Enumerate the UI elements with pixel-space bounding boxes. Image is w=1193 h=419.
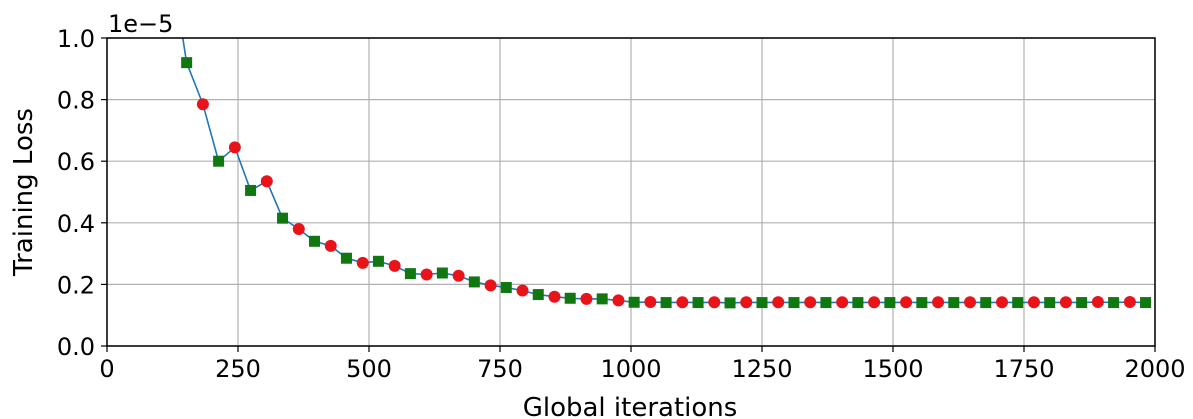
data-point-circle xyxy=(612,294,625,307)
data-point-circle xyxy=(228,141,241,154)
data-point-circle xyxy=(516,284,529,297)
x-tick-label: 0 xyxy=(99,355,114,383)
data-point-square xyxy=(852,297,864,309)
data-point-square xyxy=(436,267,448,279)
data-point-circle xyxy=(804,296,817,309)
data-point-circle xyxy=(1059,296,1072,309)
data-point-circle xyxy=(388,259,401,272)
data-point-circle xyxy=(580,292,593,305)
data-point-circle xyxy=(1091,295,1104,308)
data-point-square xyxy=(628,296,640,308)
data-point-circle xyxy=(740,296,753,309)
data-point-square xyxy=(468,276,480,288)
x-tick-label: 1500 xyxy=(862,355,923,383)
data-point-square xyxy=(884,297,896,309)
y-tick-label: 0.6 xyxy=(57,148,95,176)
data-point-square xyxy=(181,57,193,69)
data-point-circle xyxy=(1123,295,1136,308)
data-point-square xyxy=(820,297,832,309)
data-point-circle xyxy=(548,290,561,303)
series-line xyxy=(181,38,1146,304)
data-point-circle xyxy=(995,296,1008,309)
data-point-circle xyxy=(292,222,305,235)
data-point-circle xyxy=(772,296,785,309)
data-point-circle xyxy=(196,98,209,111)
data-point-circle xyxy=(260,175,273,188)
data-point-square xyxy=(1140,297,1152,309)
data-point-square xyxy=(692,297,704,309)
y-axis-offset-text: 1e−5 xyxy=(108,10,173,38)
data-point-circle xyxy=(356,256,369,269)
y-tick-label: 0.8 xyxy=(57,87,95,115)
data-point-circle xyxy=(452,269,465,282)
data-point-square xyxy=(1012,297,1024,309)
x-tick-label: 750 xyxy=(477,355,523,383)
data-point-circle xyxy=(708,296,721,309)
data-point-circle xyxy=(324,239,337,252)
data-point-circle xyxy=(420,268,433,281)
data-point-square xyxy=(277,212,289,224)
y-axis-ticks: 0.0 0.2 0.4 0.6 0.8 1.0 xyxy=(57,25,107,361)
data-point-square xyxy=(1044,297,1056,309)
data-point-square xyxy=(948,297,960,309)
x-tick-label: 250 xyxy=(215,355,261,383)
x-tick-label: 1000 xyxy=(600,355,661,383)
data-point-circle xyxy=(932,296,945,309)
data-point-square xyxy=(564,292,576,304)
data-point-square xyxy=(532,289,544,301)
data-point-square xyxy=(660,297,672,309)
data-point-square xyxy=(309,235,321,247)
y-tick-label: 1.0 xyxy=(57,25,95,53)
x-axis-label: Global iterations xyxy=(523,393,738,419)
data-point-square xyxy=(980,297,992,309)
data-point-circle xyxy=(644,295,657,308)
data-point-square xyxy=(596,293,608,305)
data-point-square xyxy=(404,268,416,280)
data-point-circle xyxy=(836,296,849,309)
y-axis-label: Training Loss xyxy=(9,108,39,277)
y-tick-label: 0.0 xyxy=(57,333,95,361)
data-point-circle xyxy=(964,296,977,309)
data-point-circle xyxy=(868,296,881,309)
y-tick-label: 0.2 xyxy=(57,271,95,299)
data-point-square xyxy=(213,155,225,167)
x-tick-label: 500 xyxy=(346,355,392,383)
plot-area xyxy=(181,38,1152,309)
data-point-square xyxy=(1076,297,1088,309)
data-point-square xyxy=(372,255,384,267)
data-point-square xyxy=(916,297,928,309)
data-point-square xyxy=(1108,297,1120,309)
data-point-square xyxy=(788,297,800,309)
x-axis-ticks: 0 250 500 750 1000 1250 1500 1750 2000 xyxy=(99,346,1186,383)
x-tick-label: 2000 xyxy=(1124,355,1185,383)
y-tick-label: 0.4 xyxy=(57,210,95,238)
data-point-circle xyxy=(484,279,497,292)
data-point-square xyxy=(340,252,352,264)
x-tick-label: 1250 xyxy=(731,355,792,383)
x-tick-label: 1750 xyxy=(993,355,1054,383)
data-point-circle xyxy=(1027,296,1040,309)
data-point-square xyxy=(724,297,736,309)
data-point-square xyxy=(500,281,512,293)
data-point-square xyxy=(245,184,257,196)
data-point-circle xyxy=(900,296,913,309)
data-point-square xyxy=(756,297,768,309)
data-point-circle xyxy=(676,296,689,309)
